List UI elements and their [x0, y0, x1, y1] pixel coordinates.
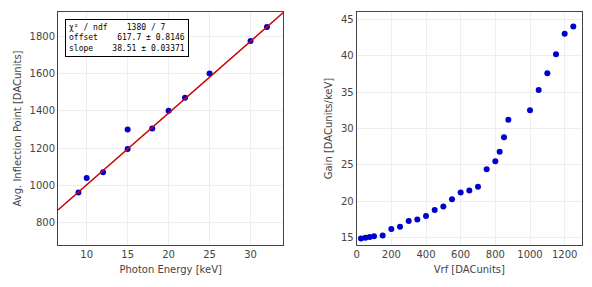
svg-text:800: 800: [36, 217, 55, 228]
svg-text:20: 20: [162, 249, 175, 260]
svg-text:Photon Energy [keV]: Photon Energy [keV]: [119, 264, 222, 275]
svg-text:800: 800: [486, 249, 505, 260]
svg-text:1400: 1400: [30, 105, 55, 116]
svg-text:25: 25: [341, 159, 354, 170]
svg-text:200: 200: [382, 249, 401, 260]
svg-text:1000: 1000: [30, 180, 55, 191]
svg-text:15: 15: [121, 249, 134, 260]
svg-text:1200: 1200: [30, 143, 55, 154]
svg-text:600: 600: [451, 249, 470, 260]
svg-text:0: 0: [353, 249, 359, 260]
svg-text:χ² / ndf 1380 / 7offset: χ² / ndf 1380 / 7offset 617.7 ± 0.8146sl…: [69, 23, 185, 53]
svg-text:1000: 1000: [517, 249, 542, 260]
svg-text:20: 20: [341, 196, 354, 207]
svg-text:35: 35: [341, 87, 354, 98]
svg-text:10: 10: [80, 249, 93, 260]
svg-text:15: 15: [341, 232, 354, 243]
svg-text:1800: 1800: [30, 31, 55, 42]
svg-text:45: 45: [341, 14, 354, 25]
svg-text:Gain [DACunits/keV]: Gain [DACunits/keV]: [323, 78, 334, 180]
svg-text:Vrf [DACunits]: Vrf [DACunits]: [434, 264, 505, 275]
svg-text:30: 30: [341, 123, 354, 134]
svg-text:400: 400: [416, 249, 435, 260]
svg-text:Avg. Inflection Point [DACunit: Avg. Inflection Point [DACunits]: [12, 50, 23, 206]
svg-text:40: 40: [341, 50, 354, 61]
svg-text:25: 25: [203, 249, 216, 260]
svg-text:1600: 1600: [30, 68, 55, 79]
svg-text:30: 30: [244, 249, 257, 260]
svg-text:1200: 1200: [552, 249, 577, 260]
